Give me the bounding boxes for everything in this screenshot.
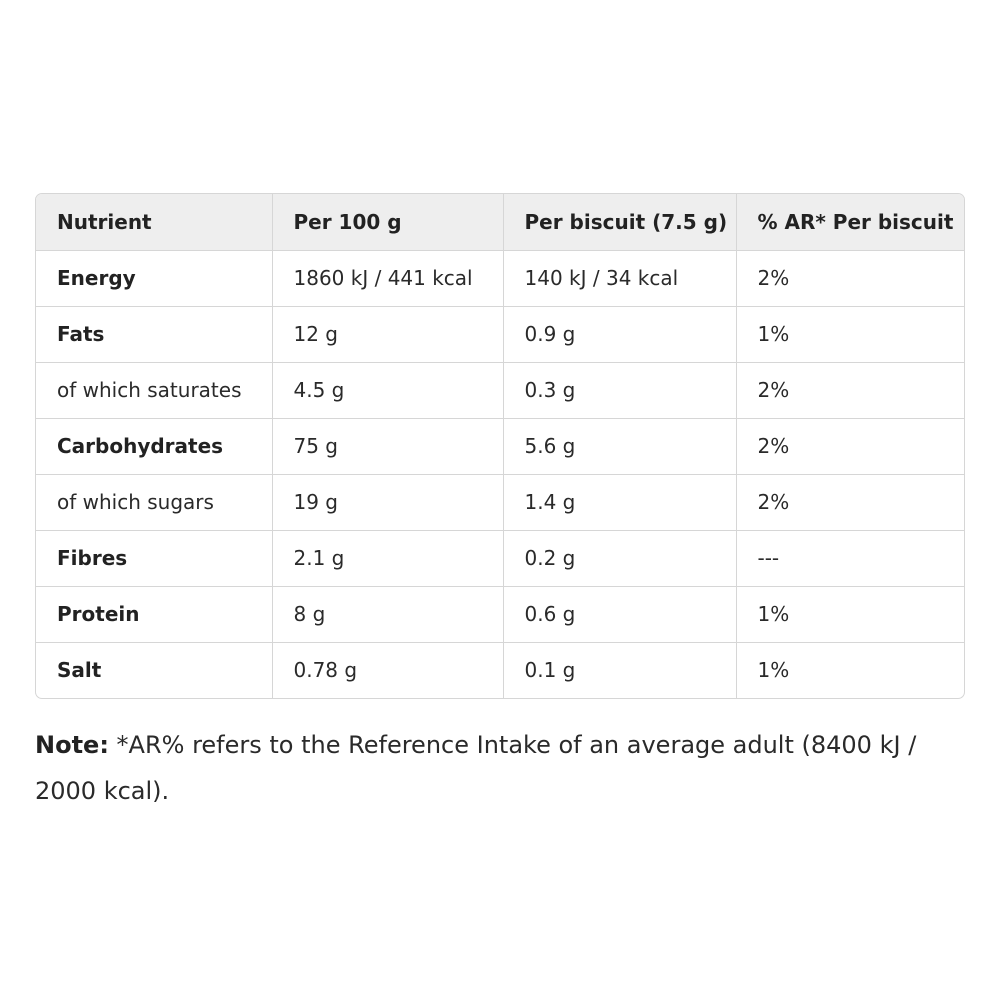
cell-ar: 1% [736, 306, 964, 363]
nutrition-table-container: Nutrient Per 100 g Per biscuit (7.5 g) %… [35, 193, 965, 699]
table-row: Carbohydrates 75 g 5.6 g 2% [36, 418, 964, 475]
cell-per-biscuit: 0.2 g [503, 530, 737, 587]
note-label: Note: [35, 731, 109, 759]
cell-per-biscuit: 0.1 g [503, 642, 737, 698]
cell-per-100g: 19 g [272, 474, 504, 531]
table-header-row: Nutrient Per 100 g Per biscuit (7.5 g) %… [36, 194, 964, 251]
header-nutrient: Nutrient [36, 194, 273, 251]
cell-ar: 2% [736, 362, 964, 419]
cell-ar: 1% [757, 658, 790, 683]
cell-per-100g: 1860 kJ / 441 kcal [272, 250, 504, 307]
table-row: of which sugars 19 g 1.4 g 2% [36, 474, 964, 531]
cell-per-biscuit: 0.9 g [503, 306, 737, 363]
cell-per-biscuit: 1.4 g [503, 474, 737, 531]
table-row: Energy 1860 kJ / 441 kcal 140 kJ / 34 kc… [36, 250, 964, 307]
cell-per-100g: 2.1 g [272, 530, 504, 587]
cell-ar: --- [736, 530, 964, 587]
cell-per-100g: 75 g [272, 418, 504, 475]
header-per-biscuit: Per biscuit (7.5 g) [503, 194, 737, 251]
table-row: Fats 12 g 0.9 g 1% [36, 306, 964, 363]
cell-ar: 1% [736, 586, 964, 643]
cell-nutrient: Protein [36, 586, 273, 643]
table-row: Protein 8 g 0.6 g 1% [36, 586, 964, 643]
header-per-100g: Per 100 g [272, 194, 504, 251]
table-row: Fibres 2.1 g 0.2 g --- [36, 530, 964, 587]
cell-per-100g: 12 g [272, 306, 504, 363]
cell-per-100g: 0.78 g [272, 642, 504, 698]
cell-per-biscuit: 5.6 g [503, 418, 737, 475]
cell-nutrient: Fats [36, 306, 273, 363]
cell-nutrient: Energy [36, 250, 273, 307]
cell-nutrient: Fibres [36, 530, 273, 587]
cell-ar: 2% [736, 474, 964, 531]
cell-ar: 2% [736, 418, 964, 475]
cell-nutrient: of which saturates [36, 362, 273, 419]
cell-per-100g: 8 g [272, 586, 504, 643]
cell-ar: 2% [736, 250, 964, 307]
table-row: Salt 0.78 g 0.1 g 1% [36, 642, 964, 698]
footnote: Note: *AR% refers to the Reference Intak… [35, 722, 965, 814]
nutrition-table: Nutrient Per 100 g Per biscuit (7.5 g) %… [36, 194, 964, 698]
header-ar-per-biscuit: % AR* Per biscuit [736, 194, 964, 251]
cell-nutrient: of which sugars [36, 474, 273, 531]
cell-per-biscuit: 140 kJ / 34 kcal [503, 250, 737, 307]
table-row: of which saturates 4.5 g 0.3 g 2% [36, 362, 964, 419]
cell-nutrient: Carbohydrates [36, 418, 273, 475]
note-text: *AR% refers to the Reference Intake of a… [35, 731, 917, 805]
cell-per-100g: 4.5 g [272, 362, 504, 419]
cell-nutrient: Salt [36, 642, 273, 698]
cell-per-biscuit: 0.3 g [503, 362, 737, 419]
cell-per-biscuit: 0.6 g [503, 586, 737, 643]
